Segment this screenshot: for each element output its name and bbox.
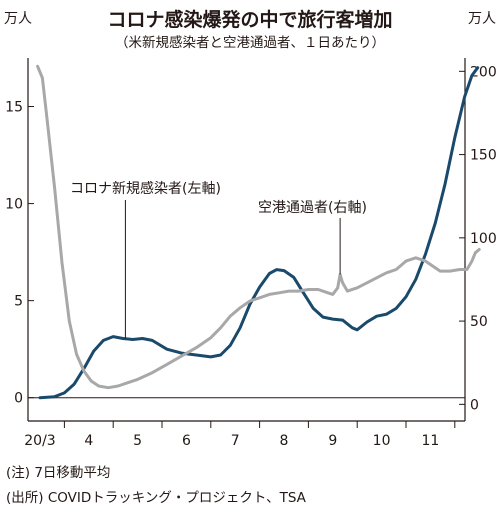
x-tick-label: 11 xyxy=(421,433,439,449)
right-axis-unit: 万人 xyxy=(468,11,496,27)
chart-subtitle: （米新規感染者と空港通過者、１日あたり） xyxy=(115,35,385,51)
x-tick-label: 8 xyxy=(280,433,289,449)
left-tick-label: 15 xyxy=(5,100,23,116)
right-tick-label: 100 xyxy=(470,231,497,247)
cases-annotation-label: コロナ新規感染者(左軸) xyxy=(70,180,221,197)
left-tick-label: 5 xyxy=(14,294,23,310)
airport-line xyxy=(36,64,481,390)
cases-line xyxy=(38,66,480,400)
airport-annotation-label: 空港通過者(右軸) xyxy=(258,200,367,216)
x-tick-label: 10 xyxy=(373,433,391,449)
x-tick-label: 4 xyxy=(84,433,93,449)
right-tick-label: 0 xyxy=(470,397,479,413)
footnote: (注) 7日移動平均 xyxy=(6,465,111,481)
x-tick-label: 20/3 xyxy=(24,433,55,449)
chart-title: コロナ感染爆発の中で旅行客増加 xyxy=(107,9,393,31)
left-axis-unit: 万人 xyxy=(4,11,32,27)
x-tick-label: 6 xyxy=(182,433,191,449)
x-tick-label: 5 xyxy=(133,433,142,449)
right-tick-label: 150 xyxy=(470,148,497,164)
x-tick-label: 7 xyxy=(231,433,240,449)
source-note: (出所) COVIDトラッキング・プロジェクト、TSA xyxy=(6,490,306,506)
x-tick-label: 9 xyxy=(328,433,337,449)
left-tick-label: 10 xyxy=(5,197,23,213)
left-tick-label: 0 xyxy=(14,391,23,407)
right-tick-label: 50 xyxy=(470,314,488,330)
